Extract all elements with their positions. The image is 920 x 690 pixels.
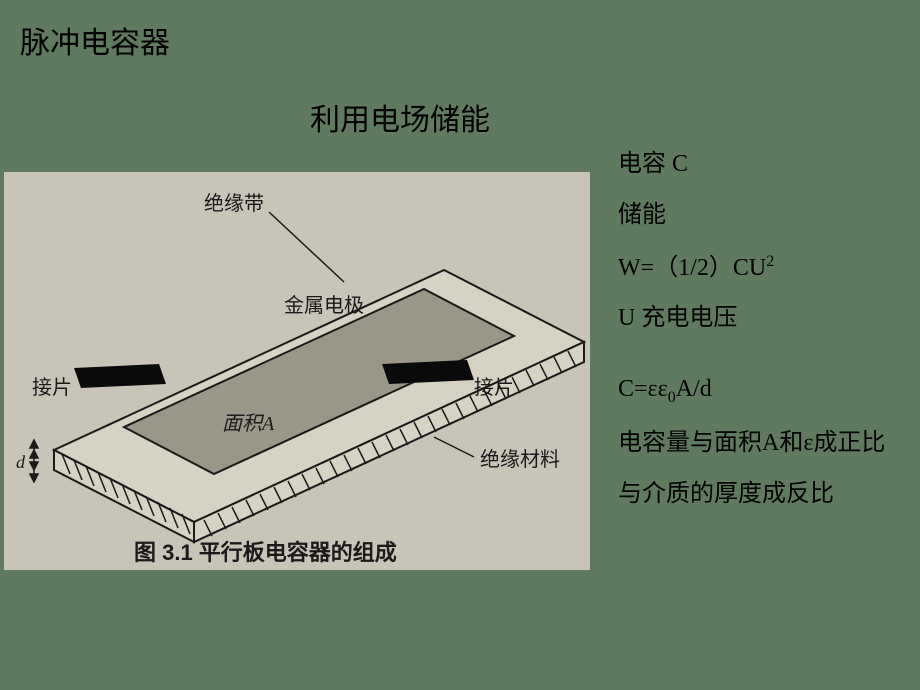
leader-insulating-tape xyxy=(269,212,344,282)
label-insulating-tape: 绝缘带 xyxy=(204,192,264,215)
line-inverse: 与介质的厚度成反比 xyxy=(618,480,908,509)
line-proportional: 电容量与面积A和ε成正比 xyxy=(618,429,908,458)
line-energy-label: 储能 xyxy=(618,201,908,230)
txt-energy-pre: W=（1/2）CU xyxy=(618,255,766,281)
line-capacitance-formula: C=εε0A/d xyxy=(618,375,908,407)
txt-cap-formula-pre: C=εε xyxy=(618,376,668,402)
left-tab xyxy=(74,364,166,388)
line-energy-formula: W=（1/2）CU2 xyxy=(618,252,908,283)
label-tab-left: 接片 xyxy=(32,376,72,399)
formula-panel: 电容 C 储能 W=（1/2）CU2 U 充电电压 C=εε0A/d 电容量与面… xyxy=(618,150,908,531)
label-area: 面积A xyxy=(222,413,275,435)
label-tab-right: 接片 xyxy=(474,376,514,399)
thickness-indicator xyxy=(30,440,38,482)
capacitor-diagram: 绝缘带 金属电极 接片 接片 面积A 绝缘材料 d 图 3.1 平行板电容器的组… xyxy=(4,172,590,570)
label-thickness-d: d xyxy=(16,452,26,472)
sub-title: 利用电场储能 xyxy=(310,95,490,139)
right-tab xyxy=(382,360,474,384)
txt-capacitance-var: C xyxy=(672,151,688,177)
label-metal-electrode: 金属电极 xyxy=(284,294,364,317)
label-insulating-material: 绝缘材料 xyxy=(480,448,560,471)
txt-cap-formula-sub: 0 xyxy=(668,389,676,406)
txt-energy-sup: 2 xyxy=(766,253,774,270)
diagram-svg: 绝缘带 金属电极 接片 接片 面积A 绝缘材料 d 图 3.1 平行板电容器的组… xyxy=(4,172,590,570)
main-title: 脉冲电容器 xyxy=(20,18,170,62)
txt-capacitance-pre: 电容 xyxy=(618,151,672,177)
diagram-caption: 图 3.1 平行板电容器的组成 xyxy=(134,540,397,565)
line-voltage: U 充电电压 xyxy=(618,304,908,333)
txt-cap-formula-post: A/d xyxy=(676,376,712,402)
leader-insulating-material xyxy=(434,437,474,457)
line-capacitance: 电容 C xyxy=(618,150,908,179)
